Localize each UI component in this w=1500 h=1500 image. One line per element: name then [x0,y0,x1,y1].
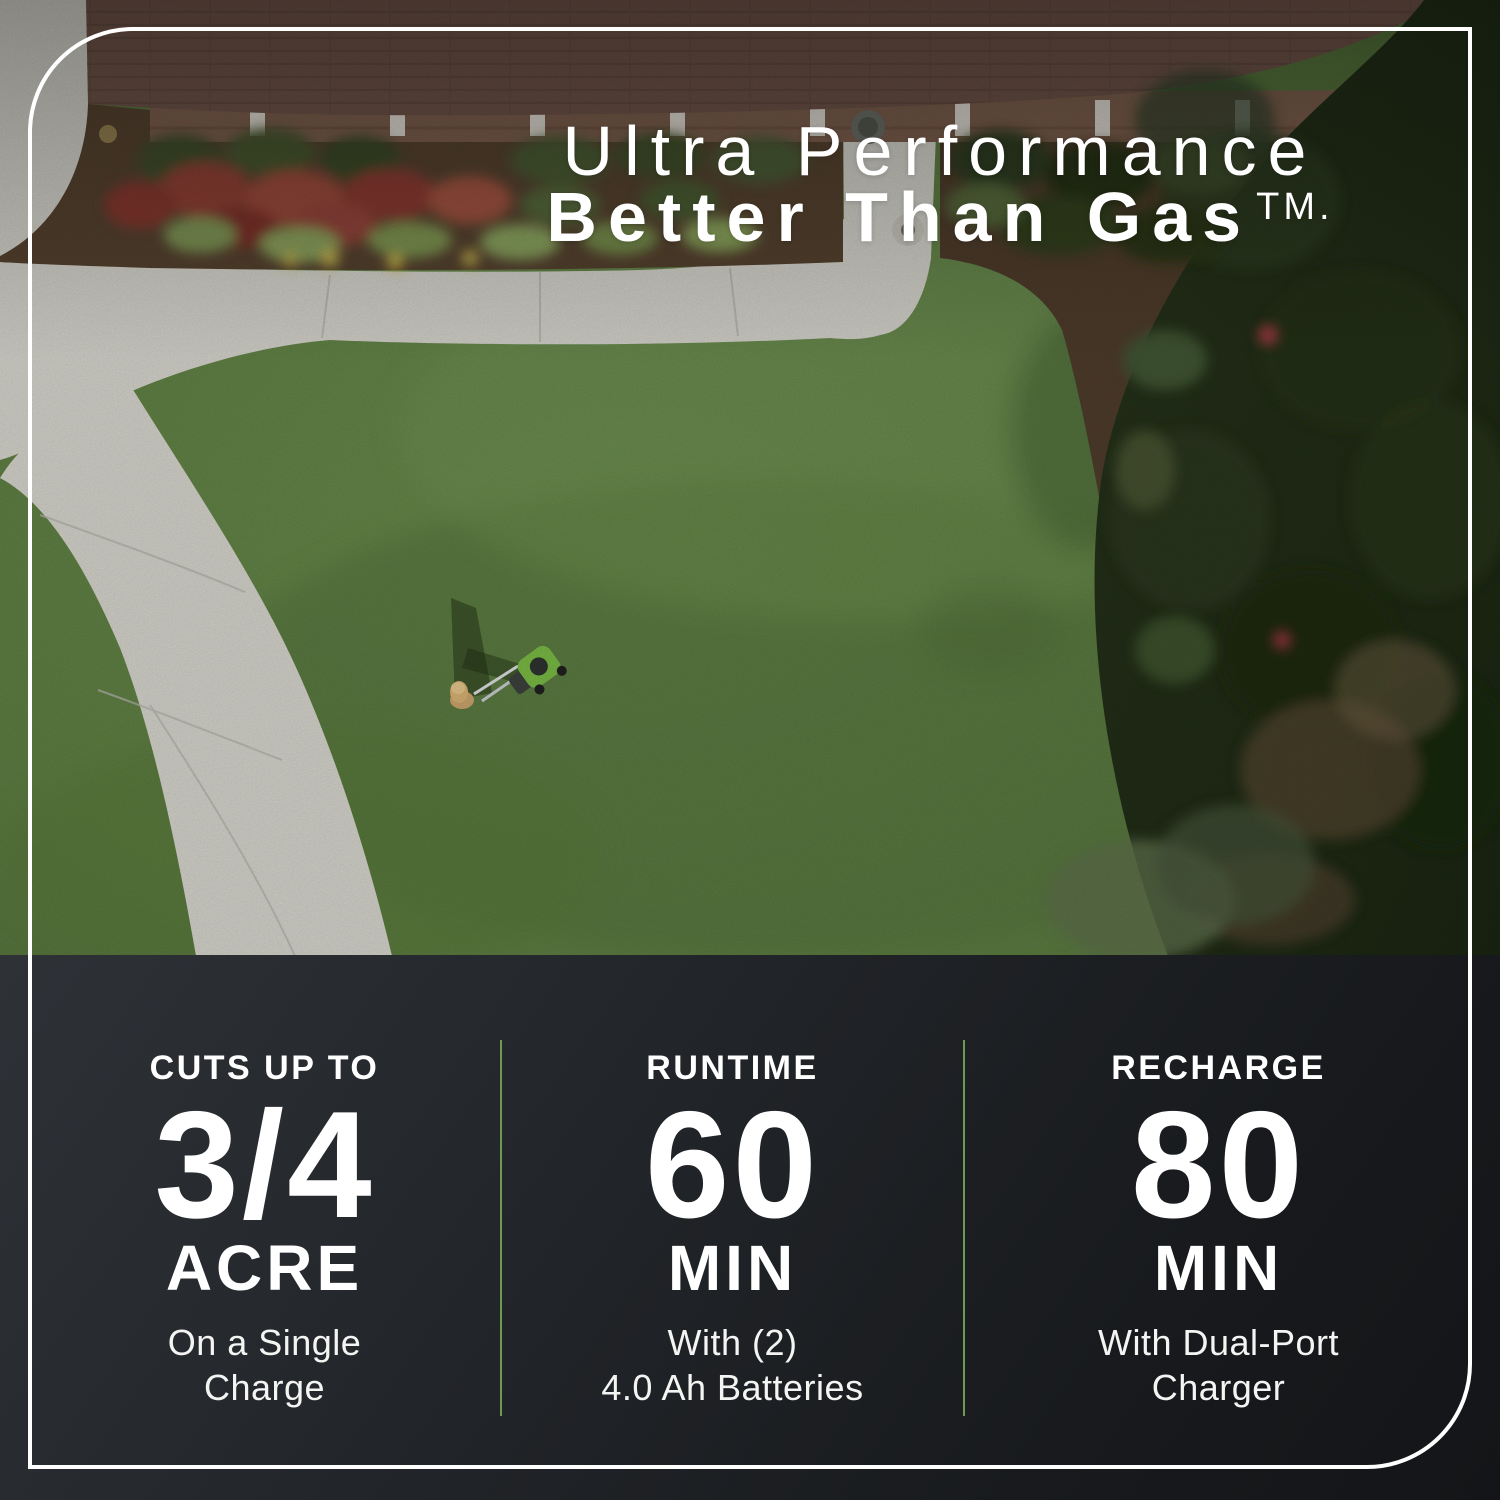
trademark-mark: TM. [1256,186,1334,228]
title-line-2: Better Than Gas TM. [546,178,1334,256]
stat-unit: MIN [667,1232,798,1304]
stat-note: With (2) 4.0 Ah Batteries [601,1322,864,1408]
top-overlay [0,0,1500,360]
stat-label: RUNTIME [646,1049,819,1087]
stat-note: With Dual-Port Charger [1097,1322,1340,1408]
stat-unit: ACRE [165,1232,364,1304]
title-line-1: Ultra Performance [562,112,1318,190]
stat-recharge: RECHARGE 80 MIN With Dual-Port Charger [965,1040,1472,1416]
stat-label: CUTS UP TO [149,1049,380,1087]
stat-note: On a Single Charge [167,1322,362,1408]
stat-runtime: RUNTIME 60 MIN With (2) 4.0 Ah Batteries [502,1040,963,1416]
stat-unit: MIN [1153,1232,1284,1304]
stat-value: 60 [644,1080,821,1250]
divider-line [500,1040,502,1416]
divider-line [963,1040,965,1416]
stats-row: CUTS UP TO 3/4 ACRE On a Single Charge R… [29,1040,1472,1416]
stats-panel [0,955,1500,1500]
aerial-lawn-photo [0,0,1500,956]
stat-value: 80 [1130,1080,1307,1250]
stat-label: RECHARGE [1111,1049,1326,1087]
stat-cuts-up-to: CUTS UP TO 3/4 ACRE On a Single Charge [29,1040,500,1416]
stat-value: 3/4 [154,1080,375,1250]
hero-title: Ultra Performance Better Than Gas TM. [350,112,1500,262]
